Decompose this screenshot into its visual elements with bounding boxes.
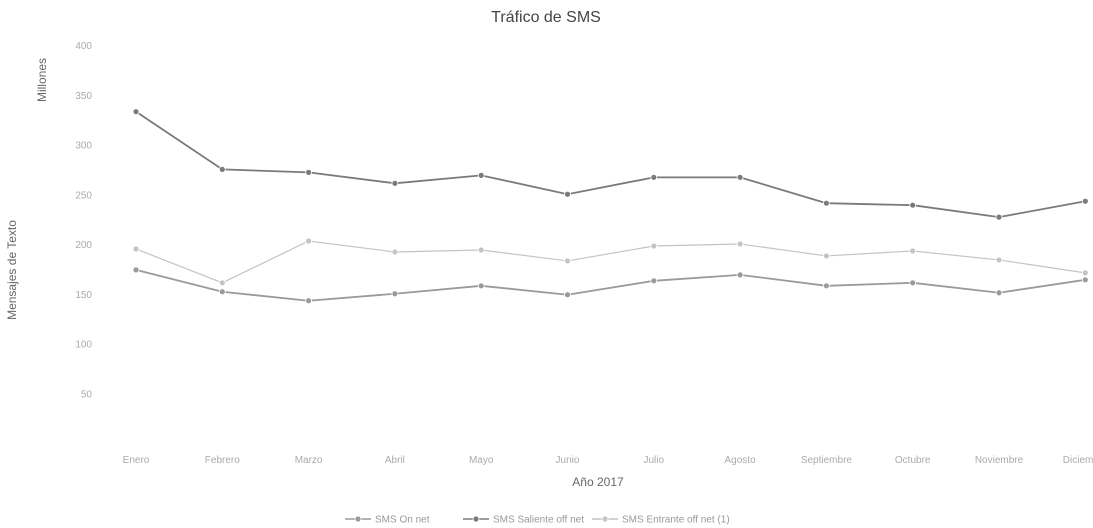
y-tick-label: 250 bbox=[75, 190, 92, 201]
data-point bbox=[823, 252, 830, 260]
data-point bbox=[132, 108, 140, 116]
series-layer bbox=[132, 108, 1089, 305]
data-point bbox=[305, 297, 313, 305]
y-tick-label: 300 bbox=[75, 141, 92, 152]
y-tick-label: 400 bbox=[75, 41, 92, 52]
x-ticks: Enero Febrero Marzo Abril Mayo Junio Julio Agos… bbox=[123, 455, 1093, 466]
x-tick-label: Septiembre bbox=[801, 455, 853, 466]
x-tick-label: Junio bbox=[556, 455, 580, 466]
y-tick-label: 50 bbox=[81, 389, 93, 400]
data-point bbox=[650, 242, 658, 250]
y-ticks: 50 100 150 200 250 300 350 400 bbox=[75, 41, 92, 400]
series-line bbox=[135, 240, 1086, 284]
data-point bbox=[650, 173, 658, 181]
data-point bbox=[736, 173, 744, 181]
chart-title: Tráfico de SMS bbox=[491, 9, 601, 26]
data-point bbox=[995, 213, 1003, 221]
series-line bbox=[135, 110, 1086, 219]
data-point bbox=[736, 240, 744, 248]
x-tick-label: Octubre bbox=[895, 455, 931, 466]
y-unit-label: Millones bbox=[35, 58, 49, 102]
data-point bbox=[218, 288, 226, 296]
data-point bbox=[736, 271, 744, 279]
legend-marker bbox=[472, 515, 480, 523]
legend-label: SMS Entrante off net (1) bbox=[622, 515, 730, 526]
x-tick-label: Enero bbox=[123, 455, 150, 466]
x-tick-label: Marzo bbox=[295, 455, 323, 466]
data-point bbox=[477, 171, 485, 179]
legend-marker bbox=[354, 515, 362, 523]
series-line bbox=[135, 269, 1086, 302]
data-point bbox=[391, 179, 399, 187]
y-tick-label: 350 bbox=[75, 91, 92, 102]
y-tick-label: 200 bbox=[75, 240, 92, 251]
data-point bbox=[650, 277, 658, 285]
y-tick-label: 150 bbox=[75, 290, 92, 301]
data-point bbox=[564, 291, 571, 299]
x-tick-label: Agosto bbox=[725, 455, 757, 466]
data-point bbox=[132, 266, 140, 274]
data-point bbox=[477, 282, 485, 290]
x-tick-label: Febrero bbox=[205, 455, 240, 466]
data-point bbox=[391, 248, 399, 256]
data-point bbox=[823, 199, 830, 207]
x-tick-label: Diciembre bbox=[1063, 455, 1093, 466]
legend-label: SMS Saliente off net bbox=[493, 515, 584, 526]
x-tick-label: Julio bbox=[644, 455, 665, 466]
x-axis-title: Año 2017 bbox=[572, 475, 624, 489]
data-point bbox=[909, 201, 917, 209]
legend-label: SMS On net bbox=[375, 515, 430, 526]
data-point bbox=[1081, 269, 1089, 277]
x-tick-label: Noviembre bbox=[975, 455, 1024, 466]
data-point bbox=[823, 282, 830, 290]
data-point bbox=[995, 289, 1003, 297]
data-point bbox=[218, 279, 226, 287]
data-point bbox=[305, 168, 313, 176]
x-tick-label: Mayo bbox=[469, 455, 494, 466]
data-point bbox=[564, 257, 571, 265]
data-point bbox=[909, 279, 917, 287]
y-tick-label: 100 bbox=[75, 340, 92, 351]
data-point bbox=[391, 290, 399, 298]
data-point bbox=[218, 165, 226, 173]
data-point bbox=[1081, 197, 1089, 205]
data-point bbox=[909, 247, 917, 255]
data-point bbox=[305, 237, 313, 245]
legend: SMS On net SMS Saliente off net SMS Entran… bbox=[345, 515, 730, 526]
data-point bbox=[477, 246, 485, 254]
legend-marker bbox=[601, 515, 609, 523]
data-point bbox=[995, 256, 1003, 264]
data-point bbox=[564, 190, 571, 198]
x-tick-label: Abril bbox=[385, 455, 405, 466]
data-point bbox=[1081, 276, 1089, 284]
data-point bbox=[132, 245, 140, 253]
y-axis-title: Mensajes de Texto bbox=[5, 220, 19, 320]
